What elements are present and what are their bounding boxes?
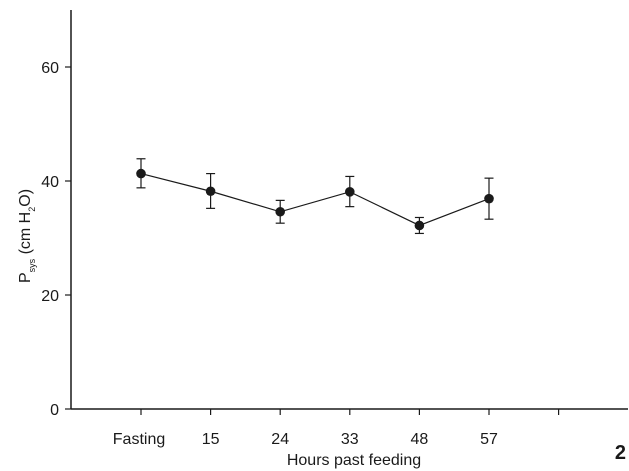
data-point <box>345 187 355 197</box>
y-axis-title-unit-open: (cm H <box>17 212 34 259</box>
data-point <box>484 193 494 204</box>
series-line <box>140 173 490 227</box>
data-point <box>205 186 216 197</box>
y-ticks: 0 20 40 60 <box>41 60 71 419</box>
data-point <box>275 206 286 217</box>
y-axis-title: Psys (cm H2O) <box>17 189 37 283</box>
x-tick-label: 33 <box>341 431 359 448</box>
y-tick-label: 20 <box>41 288 59 305</box>
data-series <box>136 158 494 235</box>
x-ticks: Fasting 15 24 33 48 57 <box>113 409 560 448</box>
data-point <box>136 168 146 179</box>
data-point <box>414 220 425 231</box>
x-tick-label: 48 <box>411 431 429 448</box>
y-tick-label: 40 <box>41 174 59 191</box>
y-axis-title-main: P <box>17 272 34 283</box>
y-axis-title-main-sub: sys <box>27 258 37 272</box>
y-tick-label: 0 <box>50 402 59 419</box>
y-axis-title-unit-sub: 2 <box>27 207 37 212</box>
y-axis-title-unit-close: O) <box>17 189 34 207</box>
axes <box>70 10 628 410</box>
panel-label: 2 <box>615 442 626 464</box>
x-tick-label: Fasting <box>113 431 165 448</box>
x-axis-title: Hours past feeding <box>287 452 421 469</box>
x-tick-label: 24 <box>271 431 289 448</box>
x-tick-label: 57 <box>480 431 498 448</box>
x-tick-label: 15 <box>202 431 220 448</box>
y-tick-label: 60 <box>41 60 59 77</box>
